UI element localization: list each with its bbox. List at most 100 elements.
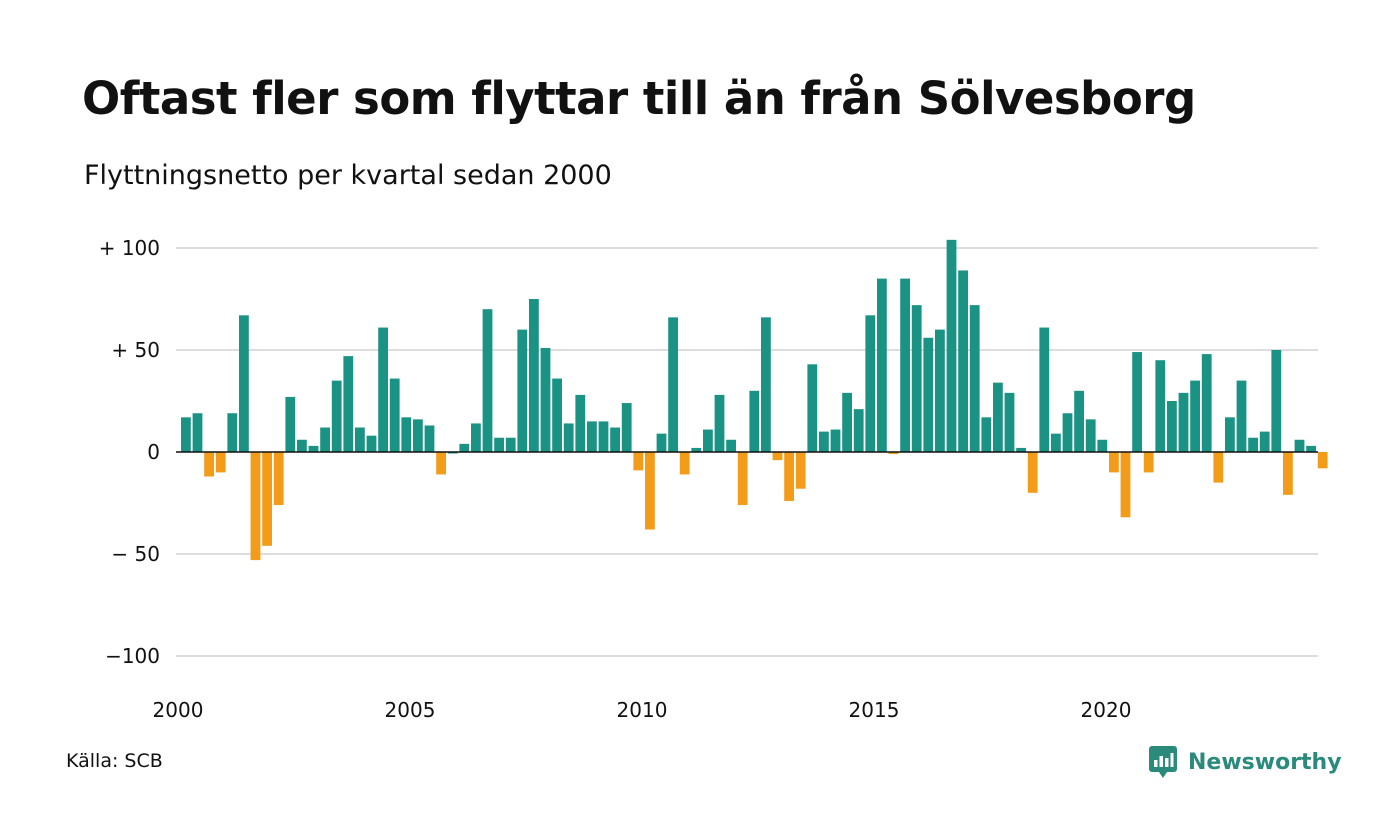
chart-title: Oftast fler som flyttar till än från Söl…: [82, 72, 1196, 125]
bar-positive: [1074, 390, 1084, 452]
bar-positive: [459, 443, 470, 452]
bar-positive: [389, 378, 400, 452]
bar-positive: [1051, 433, 1061, 452]
bar-positive: [587, 421, 597, 452]
bar-positive: [320, 427, 330, 452]
bar-positive: [1085, 419, 1096, 452]
bar-positive: [494, 437, 504, 452]
bar-positive: [807, 364, 818, 452]
x-tick-label: 2005: [385, 698, 436, 722]
bar-positive: [714, 394, 725, 452]
bar-positive: [877, 278, 887, 452]
chart-subtitle: Flyttningsnetto per kvartal sedan 2000: [84, 160, 612, 191]
bar-positive: [505, 437, 516, 452]
bar-negative: [1027, 452, 1038, 493]
bar-positive: [1294, 439, 1305, 452]
bar-negative: [633, 452, 644, 471]
bar-positive: [935, 329, 945, 452]
bar-positive: [598, 421, 609, 452]
bar-positive: [1271, 350, 1282, 452]
bar-positive: [900, 278, 910, 452]
bar-positive: [969, 305, 980, 452]
brand-name: Newsworthy: [1188, 749, 1342, 775]
bar-positive: [1132, 352, 1142, 452]
bar-negative: [784, 452, 794, 501]
bar-positive: [355, 427, 365, 452]
bar-negative: [1143, 452, 1154, 473]
x-tick-label: 2000: [153, 698, 204, 722]
bar-positive: [981, 417, 992, 452]
x-axis-labels: 2000 2005 2010 2015 2020: [153, 698, 1132, 722]
bar-positive: [378, 327, 388, 452]
bar-positive: [471, 423, 481, 452]
bar-negative: [888, 452, 899, 455]
newsworthy-logo-icon: [1149, 746, 1177, 778]
bar-positive: [993, 382, 1003, 452]
bar-positive: [181, 417, 191, 452]
bar-positive: [297, 439, 307, 452]
bar-positive: [1306, 445, 1316, 452]
bar-positive: [366, 435, 377, 452]
bar-positive: [517, 329, 528, 452]
bar-negative: [679, 452, 690, 475]
x-tick-label: 2010: [617, 698, 668, 722]
bar-positive: [853, 409, 864, 452]
bar-positive: [610, 427, 620, 452]
bar-positive: [413, 419, 423, 452]
x-tick-label: 2020: [1081, 698, 1132, 722]
bar-negative: [1120, 452, 1131, 518]
y-tick-label: 0: [147, 440, 160, 464]
bar-positive: [1062, 413, 1073, 452]
bar-positive: [1167, 401, 1177, 452]
bar-positive: [529, 299, 539, 452]
bar-positive: [911, 305, 922, 452]
bars: [181, 239, 1328, 561]
bar-positive: [819, 431, 829, 452]
bar-positive: [830, 429, 841, 452]
bar-positive: [1155, 360, 1166, 452]
y-tick-label: − 50: [111, 542, 160, 566]
x-tick-label: 2015: [849, 698, 900, 722]
bar-positive: [691, 447, 702, 452]
bar-positive: [842, 392, 852, 452]
bar-positive: [1225, 417, 1235, 452]
brand-logo: Newsworthy: [1148, 744, 1342, 780]
bar-positive: [621, 403, 632, 452]
bar-positive: [308, 445, 319, 452]
bar-positive: [1248, 437, 1258, 452]
bar-positive: [1201, 354, 1212, 452]
bar-positive: [540, 347, 551, 452]
bar-positive: [575, 394, 586, 452]
bar-negative: [1317, 452, 1328, 469]
bar-positive: [1178, 392, 1189, 452]
source-note: Källa: SCB: [66, 750, 163, 772]
bar-positive: [192, 413, 203, 452]
bar-negative: [1283, 452, 1293, 495]
bar-negative: [215, 452, 226, 473]
bar-positive: [749, 390, 760, 452]
bar-positive: [1004, 392, 1015, 452]
bar-negative: [436, 452, 446, 475]
bar-positive: [239, 315, 249, 452]
bar-positive: [1259, 431, 1270, 452]
bar-positive: [401, 417, 412, 452]
bar-positive: [563, 423, 574, 452]
bar-positive: [552, 378, 562, 452]
bar-positive: [482, 309, 493, 452]
bar-negative: [1109, 452, 1119, 473]
bar-positive: [424, 425, 435, 452]
bar-positive: [343, 356, 354, 452]
bar-negative: [772, 452, 783, 461]
bar-positive: [285, 396, 296, 452]
bar-positive: [1039, 327, 1050, 452]
bar-negative: [645, 452, 655, 530]
y-axis-labels: + 100 + 50 0 − 50 −100: [99, 236, 160, 668]
y-tick-label: + 100: [99, 236, 160, 260]
bar-positive: [946, 239, 957, 452]
bar-negative: [795, 452, 806, 489]
gridlines: [176, 247, 1318, 657]
bar-negative: [204, 452, 214, 477]
y-tick-label: −100: [105, 644, 160, 668]
bar-negative: [273, 452, 284, 506]
bar-positive: [958, 270, 968, 452]
